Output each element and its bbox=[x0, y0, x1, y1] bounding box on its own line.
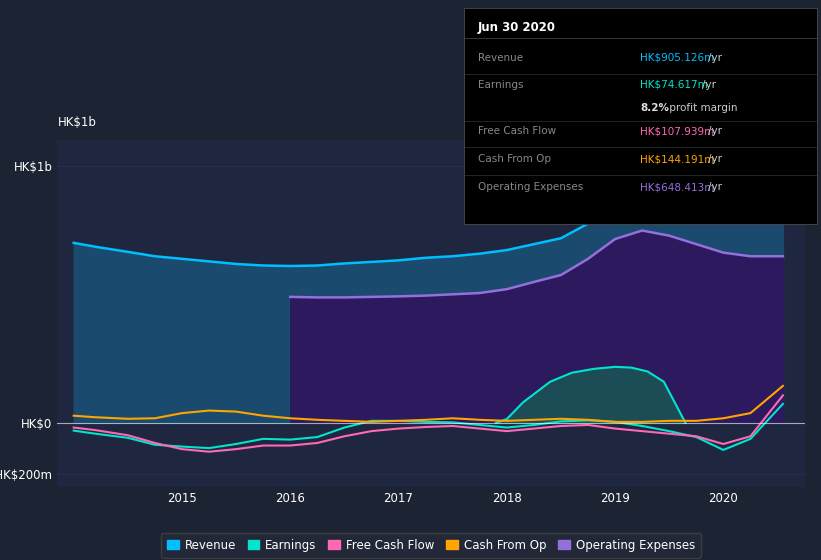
Text: Jun 30 2020: Jun 30 2020 bbox=[478, 21, 556, 34]
Text: Earnings: Earnings bbox=[478, 80, 524, 90]
Text: HK$648.413m: HK$648.413m bbox=[640, 183, 715, 192]
Text: profit margin: profit margin bbox=[666, 102, 737, 113]
Text: HK$144.191m: HK$144.191m bbox=[640, 155, 715, 164]
Text: 8.2%: 8.2% bbox=[640, 102, 669, 113]
Text: /yr: /yr bbox=[709, 127, 722, 136]
Legend: Revenue, Earnings, Free Cash Flow, Cash From Op, Operating Expenses: Revenue, Earnings, Free Cash Flow, Cash … bbox=[161, 533, 701, 558]
Text: Free Cash Flow: Free Cash Flow bbox=[478, 127, 556, 136]
Text: Revenue: Revenue bbox=[478, 53, 523, 63]
Text: /yr: /yr bbox=[709, 53, 722, 63]
Text: /yr: /yr bbox=[702, 80, 716, 90]
Text: HK$74.617m: HK$74.617m bbox=[640, 80, 709, 90]
Text: HK$107.939m: HK$107.939m bbox=[640, 127, 714, 136]
Text: /yr: /yr bbox=[709, 155, 722, 164]
Text: Cash From Op: Cash From Op bbox=[478, 155, 551, 164]
Text: Operating Expenses: Operating Expenses bbox=[478, 183, 583, 192]
Text: HK$905.126m: HK$905.126m bbox=[640, 53, 714, 63]
Text: /yr: /yr bbox=[709, 183, 722, 192]
Text: HK$1b: HK$1b bbox=[57, 116, 96, 129]
